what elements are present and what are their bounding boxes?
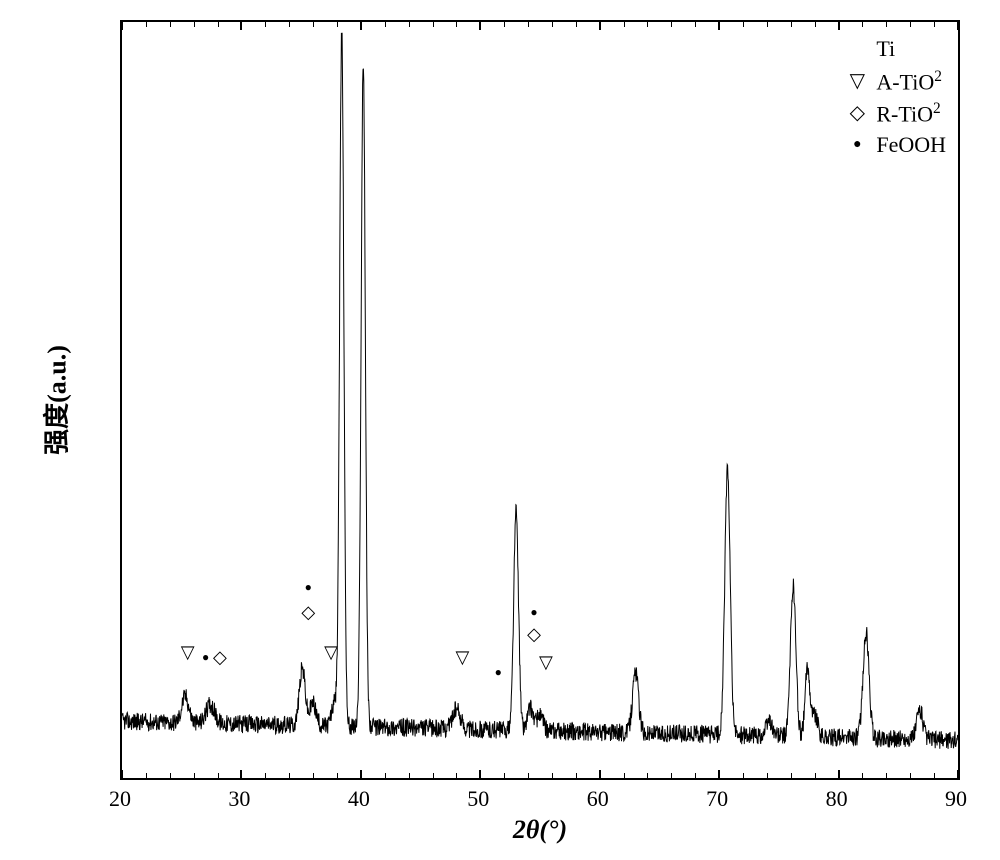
legend-title: Ti [876,38,895,60]
x-tick-label: 70 [706,786,728,812]
x-tick-label: 20 [109,786,131,812]
legend-item-feooh: FeOOH [876,134,946,156]
diamond-icon: ◇ [844,103,870,123]
x-tick-label: 60 [587,786,609,812]
x-tick-label: 90 [945,786,967,812]
xrd-chart: Ti ▽ A-TiO2 ◇ R-TiO2 ● FeOOH ▽●◇●◇▽▽●●◇▽… [0,0,1000,860]
x-tick-label: 30 [228,786,250,812]
x-tick-label: 40 [348,786,370,812]
circle-filled-icon: ● [844,138,870,152]
x-axis-label: 2θ(°) [513,815,567,845]
y-axis-label: 强度(a.u.) [37,345,74,455]
triangle-down-icon: ▽ [844,71,870,91]
plot-area: Ti ▽ A-TiO2 ◇ R-TiO2 ● FeOOH ▽●◇●◇▽▽●●◇▽ [120,20,960,780]
xrd-line-plot [122,22,958,778]
legend: Ti ▽ A-TiO2 ◇ R-TiO2 ● FeOOH [844,32,946,162]
legend-item-r-tio2: R-TiO2 [876,101,940,125]
legend-item-a-tio2: A-TiO2 [876,69,942,93]
x-tick-label: 50 [467,786,489,812]
x-tick-label: 80 [826,786,848,812]
